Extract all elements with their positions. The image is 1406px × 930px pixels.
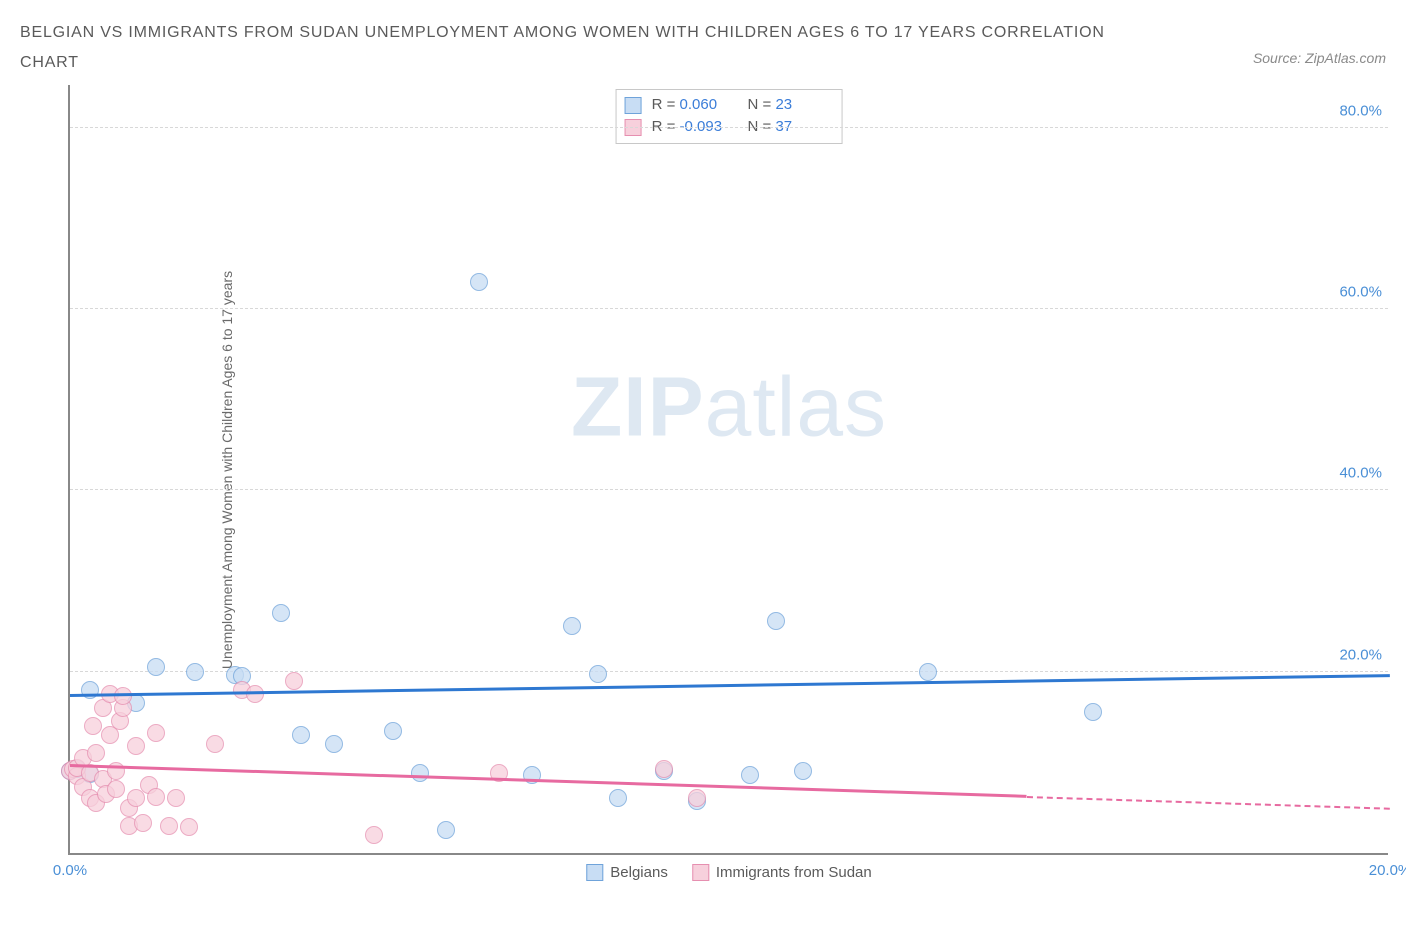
legend-swatch (586, 864, 603, 881)
data-point (688, 789, 706, 807)
data-point (563, 617, 581, 635)
data-point (134, 814, 152, 832)
data-point (1084, 703, 1102, 721)
data-point (147, 788, 165, 806)
data-point (186, 663, 204, 681)
chart-title: BELGIAN VS IMMIGRANTS FROM SUDAN UNEMPLO… (20, 18, 1150, 79)
data-point (292, 726, 310, 744)
data-point (365, 826, 383, 844)
y-tick-label: 20.0% (1339, 646, 1382, 663)
grid-line (70, 489, 1388, 490)
data-point (384, 722, 402, 740)
grid-line (70, 671, 1388, 672)
data-point (411, 764, 429, 782)
data-point (206, 735, 224, 753)
data-point (437, 821, 455, 839)
data-point (107, 780, 125, 798)
data-point (127, 737, 145, 755)
data-point (470, 273, 488, 291)
data-point (325, 735, 343, 753)
x-tick-label: 20.0% (1369, 862, 1406, 879)
series-legend-item: Belgians (586, 864, 668, 881)
y-tick-label: 80.0% (1339, 103, 1382, 120)
source-attribution: Source: ZipAtlas.com (1253, 50, 1386, 66)
data-point (127, 789, 145, 807)
trend-line (70, 764, 1027, 797)
data-point (246, 685, 264, 703)
legend-swatch (692, 864, 709, 881)
data-point (87, 744, 105, 762)
data-point (285, 672, 303, 690)
chart-container: Unemployment Among Women with Children A… (20, 85, 1386, 855)
trend-line (1027, 796, 1390, 810)
legend-swatch (625, 97, 642, 114)
watermark: ZIPatlas (571, 359, 887, 456)
y-tick-label: 60.0% (1339, 284, 1382, 301)
scatter-plot: ZIPatlas R = 0.060N = 23R = -0.093N = 37… (68, 85, 1388, 855)
data-point (272, 604, 290, 622)
legend-label: Immigrants from Sudan (716, 864, 872, 881)
legend-label: Belgians (610, 864, 668, 881)
correlation-legend: R = 0.060N = 23R = -0.093N = 37 (616, 89, 843, 144)
data-point (589, 665, 607, 683)
series-legend-item: Immigrants from Sudan (692, 864, 872, 881)
data-point (160, 817, 178, 835)
data-point (655, 760, 673, 778)
legend-row: R = 0.060 N = 23 (625, 94, 834, 117)
data-point (147, 658, 165, 676)
data-point (84, 717, 102, 735)
data-point (741, 766, 759, 784)
grid-line (70, 127, 1388, 128)
data-point (609, 789, 627, 807)
data-point (180, 818, 198, 836)
data-point (147, 724, 165, 742)
trend-line (70, 675, 1390, 697)
legend-n-value: N = 23 (748, 94, 834, 117)
grid-line (70, 308, 1388, 309)
data-point (767, 612, 785, 630)
legend-r-value: R = 0.060 (652, 94, 738, 117)
data-point (794, 762, 812, 780)
data-point (114, 687, 132, 705)
x-tick-label: 0.0% (53, 862, 87, 879)
y-tick-label: 40.0% (1339, 465, 1382, 482)
series-legend: Belgians Immigrants from Sudan (586, 864, 871, 881)
data-point (167, 789, 185, 807)
data-point (919, 663, 937, 681)
